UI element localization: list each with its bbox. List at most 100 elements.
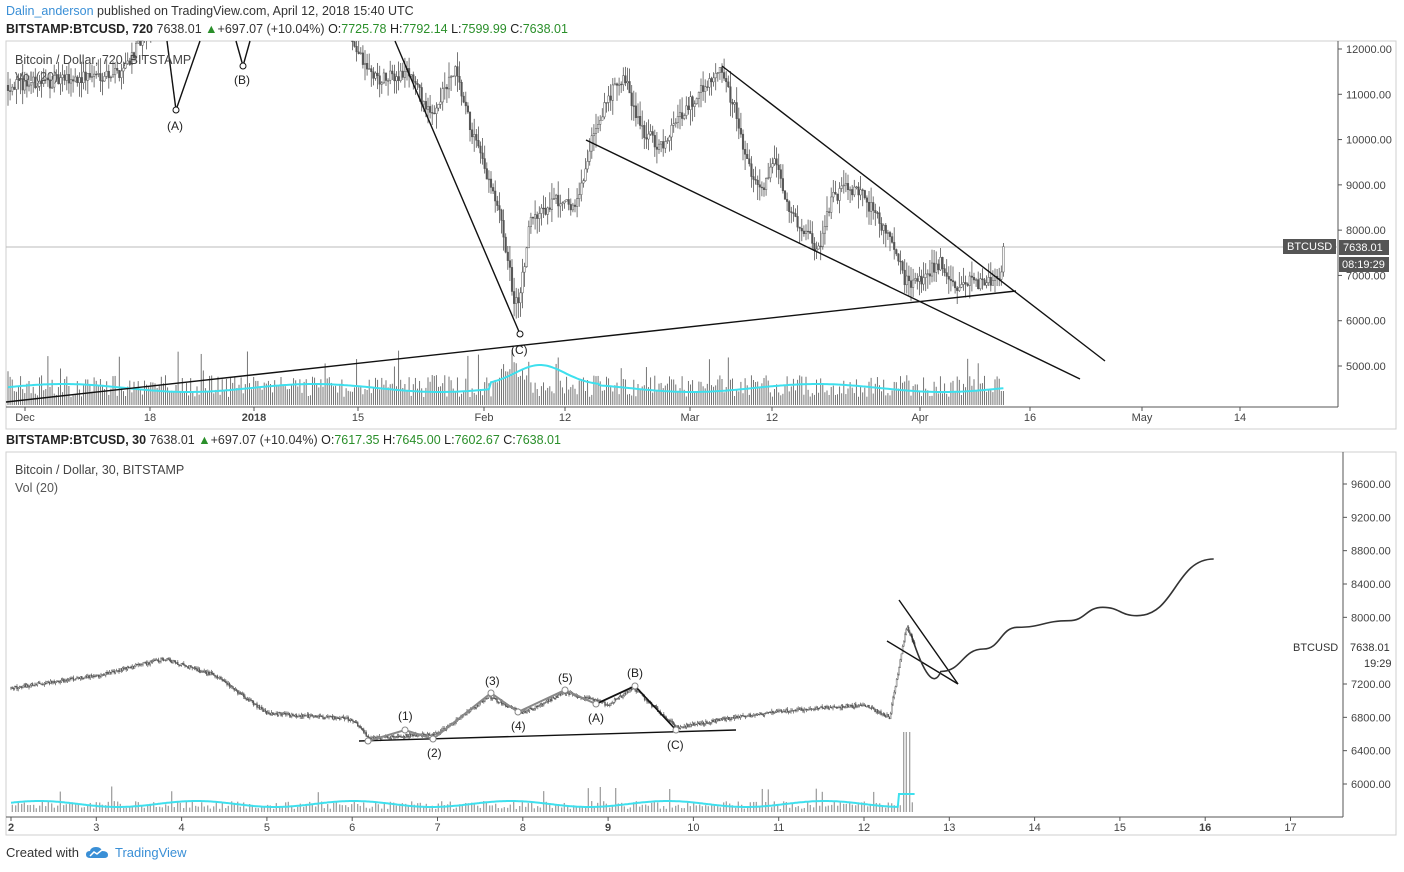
chart1-candle-body [424, 101, 427, 110]
chart2-candle-body [52, 680, 54, 683]
chart1-candle-body [983, 279, 986, 286]
chart2-candle-body [211, 673, 214, 675]
chart2-wave-4-point[interactable] [514, 708, 522, 716]
chart2-candle-body [522, 711, 525, 714]
chart2-impulse-wave[interactable] [367, 685, 636, 742]
chart2-candle-body [339, 718, 341, 720]
chart2-wave-points[interactable] [364, 682, 680, 745]
chart2-candle-body [95, 675, 97, 677]
chart2-candle-body [31, 683, 34, 686]
chart2-candle-body [282, 713, 285, 715]
chart1-candle-body [796, 216, 799, 228]
chart2-wave-c-point[interactable] [672, 726, 680, 734]
chart1-candle-body [483, 158, 486, 169]
chart2-candle-body [796, 708, 798, 711]
chart1-candle-body [769, 166, 772, 179]
chart2-wave-start-point[interactable] [364, 737, 372, 745]
chart1-drawings[interactable] [5, 40, 1106, 403]
chart2-candle-body [498, 702, 501, 704]
chart1-wedge-lower-line[interactable] [585, 139, 1081, 380]
chart1-wedge-upper-line[interactable] [721, 65, 1106, 362]
chart1-candle-body [363, 62, 367, 65]
chart1-canvas[interactable]: 12000.00 11000.00 10000.00 9000.00 8000.00 70… [0, 0, 1404, 430]
chart2-candle-body [191, 666, 193, 669]
chart2-candle-body [760, 712, 762, 715]
chart1-candle-body [55, 74, 58, 76]
chart1-candle-body [21, 78, 24, 91]
chart2-candle-body [396, 736, 399, 738]
chart2-wave-1-point[interactable] [401, 726, 409, 734]
chart1-candle-body [699, 85, 703, 93]
chart1-candle-body [592, 133, 595, 137]
chart1-candle-body [67, 74, 70, 84]
chart1-candle-body [353, 41, 356, 47]
chart1-candle-body [683, 115, 686, 119]
chart1-wave-b-label: (B) [234, 73, 250, 87]
chart2-wave-3-point[interactable] [487, 689, 495, 697]
chart2-flag-upper-line[interactable] [898, 599, 959, 685]
chart2-candle-body [876, 709, 879, 713]
chart2-flag-lower-line[interactable] [886, 640, 959, 685]
chart1-candle-body [498, 205, 501, 211]
chart2-projection-path[interactable] [910, 558, 1214, 680]
chart2-candle-body [858, 704, 861, 706]
chart2-candle-body [873, 707, 875, 710]
chart2-candle-body [135, 664, 137, 667]
chart1-time-tick-label: 2018 [242, 412, 266, 424]
chart1-wave-c-line[interactable] [394, 40, 521, 335]
chart2-wave-2-point[interactable] [429, 735, 437, 743]
chart2-candle-body [393, 735, 395, 738]
chart1-candle-body [773, 158, 776, 164]
chart2-close-label: C: [503, 433, 516, 447]
chart1-long-support-line[interactable] [5, 290, 1017, 403]
chart1-candle-body [611, 84, 614, 101]
chart1-candle-body [571, 204, 574, 211]
chart1-candle-body [380, 82, 383, 85]
chart1-wave-c-point[interactable] [516, 330, 524, 338]
chart2-candle-body [186, 666, 189, 668]
chart1-price-tick-label: 7000.00 [1346, 270, 1386, 282]
chart1-candle-body [899, 260, 902, 263]
chart2-candle-body [99, 676, 101, 678]
chart1-candle-body [979, 278, 982, 290]
chart1-wave-a-line-1[interactable] [166, 40, 177, 111]
chart2-candle-body [791, 710, 793, 712]
chart2-candle-body [695, 723, 697, 726]
author-link[interactable]: Dalin_anderson [6, 4, 94, 18]
chart2-candle-body [813, 708, 815, 710]
tradingview-brand[interactable]: TradingView [114, 845, 187, 860]
chart2-candle-body [637, 691, 640, 693]
chart2-candle-body [785, 709, 787, 713]
chart1-candle-body [926, 273, 929, 275]
chart2-time-tick-label: 6 [349, 822, 355, 834]
chart1-wave-b-line-1[interactable] [235, 40, 244, 67]
chart1-candle-body [450, 76, 453, 78]
chart2-candle-body [779, 710, 781, 712]
chart1-candle-body [930, 262, 934, 277]
chart2-candle-body [551, 696, 553, 702]
chart2-candle-body [699, 722, 701, 726]
chart2-time-tick-label: 2 [8, 822, 14, 834]
chart2-drawings[interactable] [358, 558, 1214, 742]
chart2-candle-body [670, 720, 672, 722]
chart1-wave-a-point[interactable] [172, 106, 180, 114]
chart1-candle-body [716, 72, 719, 74]
chart1-wave-b-point[interactable] [239, 62, 247, 70]
chart2-candle-body [877, 712, 880, 714]
chart1-candle-body [23, 80, 26, 91]
chart2-candle-body [72, 677, 75, 681]
chart1-candle-body [431, 112, 434, 114]
chart1-wave-b-line-2[interactable] [242, 40, 251, 67]
chart2-wave-b-point[interactable] [631, 682, 639, 690]
chart2-wave-5-point[interactable] [561, 686, 569, 694]
chart1-candle-body [823, 226, 826, 234]
chart1-wave-a-line-2[interactable] [175, 40, 201, 111]
chart1-candle-body [443, 86, 446, 89]
chart2-candle-body [825, 706, 827, 709]
chart2-volume-bars [11, 732, 913, 812]
chart1-candle-body [40, 81, 43, 84]
chart1-candle-body [429, 106, 432, 113]
chart2-candle-body [324, 717, 327, 719]
chart2-wave-a-point[interactable] [592, 700, 600, 708]
chart2-canvas[interactable]: 9600.00 9200.00 8800.00 8400.00 8000.00 7200.… [0, 430, 1404, 840]
